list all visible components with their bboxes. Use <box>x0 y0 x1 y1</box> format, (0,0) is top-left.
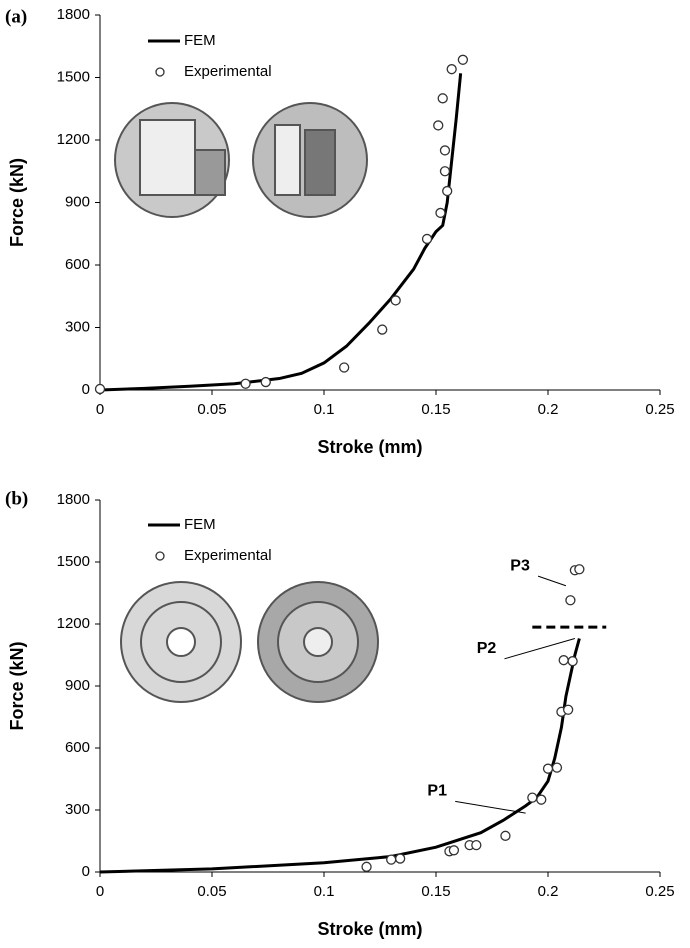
x-tick-label: 0.15 <box>421 401 450 418</box>
data-point <box>339 362 350 373</box>
x-tick-label: 0.05 <box>197 883 226 900</box>
y-tick-label: 1500 <box>57 68 90 85</box>
y-tick-label: 1800 <box>57 491 90 508</box>
data-point <box>565 595 576 606</box>
data-point <box>386 854 397 865</box>
y-tick-label: 1500 <box>57 553 90 570</box>
data-point <box>437 93 448 104</box>
data-point <box>574 564 585 575</box>
x-tick-label: 0.15 <box>421 883 450 900</box>
legend-marker <box>155 551 165 561</box>
x-tick-label: 0.2 <box>538 401 559 418</box>
data-point <box>94 383 106 395</box>
data-point <box>471 839 482 851</box>
data-point <box>563 704 574 715</box>
y-tick-label: 900 <box>65 193 90 210</box>
legend-marker <box>155 67 165 77</box>
data-point <box>558 655 569 666</box>
data-point <box>567 656 578 667</box>
data-point <box>442 185 453 197</box>
data-point <box>260 376 271 388</box>
data-point <box>435 207 446 219</box>
data-point <box>377 324 388 335</box>
legend-label: FEM <box>184 516 216 533</box>
y-axis-title: Force (kN) <box>7 158 27 247</box>
data-point <box>390 295 401 306</box>
x-tick-label: 0.2 <box>538 883 559 900</box>
data-point <box>542 763 554 774</box>
panel-label: (a) <box>5 6 27 27</box>
data-point <box>395 853 406 864</box>
y-tick-label: 300 <box>65 318 90 335</box>
y-tick-label: 1200 <box>57 615 90 632</box>
x-tick-label: 0 <box>96 401 104 418</box>
y-tick-label: 0 <box>82 863 90 880</box>
x-tick-label: 0.05 <box>197 401 226 418</box>
y-tick-label: 300 <box>65 801 90 818</box>
data-point <box>448 845 460 856</box>
data-point <box>536 794 547 805</box>
annotation: P3 <box>510 557 530 574</box>
data-point <box>421 233 433 245</box>
x-tick-label: 0.1 <box>314 401 335 418</box>
x-axis-title: Stroke (mm) <box>317 919 422 939</box>
y-tick-label: 1800 <box>57 6 90 23</box>
data-point <box>457 54 469 65</box>
panel-label: (b) <box>5 488 28 509</box>
legend-label: FEM <box>184 32 216 49</box>
y-axis-title: Force (kN) <box>7 641 27 730</box>
data-point <box>551 762 563 773</box>
x-tick-label: 0.25 <box>645 401 674 418</box>
annotation: P1 <box>427 783 447 800</box>
data-point <box>439 166 451 177</box>
data-point <box>240 378 251 389</box>
data-point <box>500 830 511 841</box>
x-tick-label: 0 <box>96 883 104 900</box>
data-point <box>433 120 444 131</box>
annotation-leader <box>504 637 576 660</box>
data-point <box>439 145 451 156</box>
y-tick-label: 600 <box>65 256 90 273</box>
legend-label: Experimental <box>184 547 272 564</box>
x-axis-title: Stroke (mm) <box>317 437 422 457</box>
data-point <box>446 64 457 75</box>
x-tick-label: 0.25 <box>645 883 674 900</box>
x-tick-label: 0.1 <box>314 883 335 900</box>
annotation-leader <box>537 575 567 587</box>
y-tick-label: 900 <box>65 677 90 694</box>
legend-label: Experimental <box>184 63 272 80</box>
y-tick-label: 1200 <box>57 131 90 148</box>
y-tick-label: 600 <box>65 739 90 756</box>
coin-images <box>114 102 379 703</box>
data-point <box>527 792 538 803</box>
y-tick-label: 0 <box>82 381 90 398</box>
data-point <box>361 861 372 872</box>
annotation-leader <box>455 800 526 814</box>
annotation: P2 <box>477 640 497 657</box>
